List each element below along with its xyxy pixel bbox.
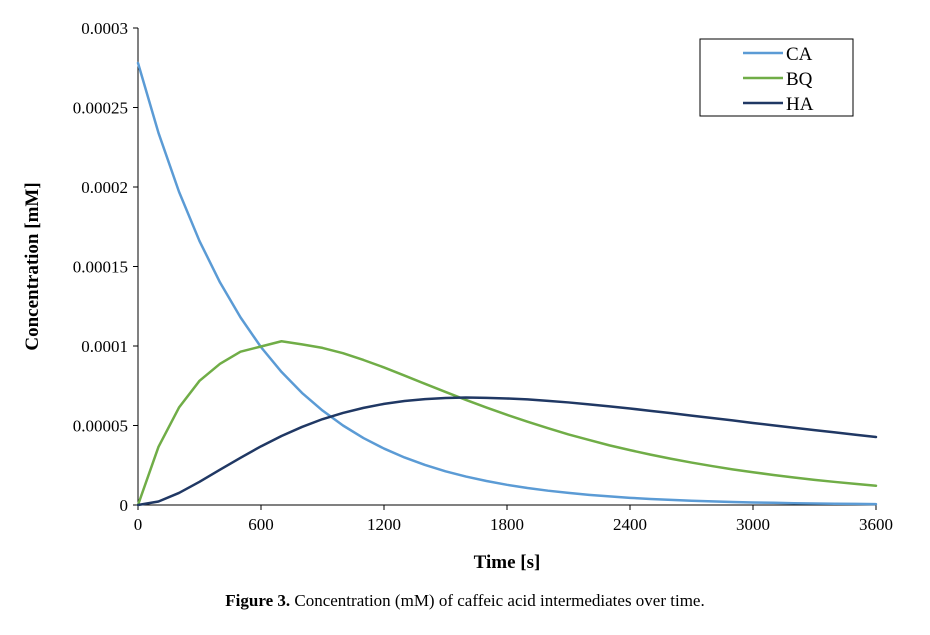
- y-tick-label: 0.00025: [73, 99, 128, 118]
- x-tick-label: 0: [134, 515, 143, 534]
- x-tick-label: 600: [248, 515, 274, 534]
- legend-label-ha: HA: [786, 94, 814, 115]
- y-tick-label: 0.00015: [73, 258, 128, 277]
- y-tick-label: 0.0003: [81, 19, 128, 38]
- legend-label-bq: BQ: [786, 69, 813, 90]
- y-tick-label: 0.0002: [81, 178, 128, 197]
- x-tick-label: 1200: [367, 515, 401, 534]
- x-axis-title: Time [s]: [474, 552, 541, 573]
- figure-caption-text: Concentration (mM) of caffeic acid inter…: [290, 591, 705, 610]
- x-tick-label: 3600: [859, 515, 893, 534]
- x-tick-label: 1800: [490, 515, 524, 534]
- series-line-ha: [136, 396, 878, 507]
- y-tick-label: 0.0001: [81, 337, 128, 356]
- y-tick-label: 0.00005: [73, 417, 128, 436]
- y-axis-title: Concentration [mM]: [22, 182, 43, 350]
- series-line-ca: [136, 61, 878, 506]
- line-chart: 0 0.00005 0.0001 0.00015 0.0002 0.00025 0.0003…: [22, 19, 893, 573]
- y-tick-label: 0: [120, 496, 129, 515]
- series-line-bq: [136, 339, 878, 507]
- figure-caption: Figure 3. Concentration (mM) of caffeic …: [0, 590, 930, 612]
- x-tick-label: 3000: [736, 515, 770, 534]
- chart-area: 0 0.00005 0.0001 0.00015 0.0002 0.00025 0.0003…: [22, 19, 893, 573]
- x-tick-label: 2400: [613, 515, 647, 534]
- legend-label-ca: CA: [786, 44, 813, 65]
- figure-caption-label: Figure 3.: [225, 591, 291, 610]
